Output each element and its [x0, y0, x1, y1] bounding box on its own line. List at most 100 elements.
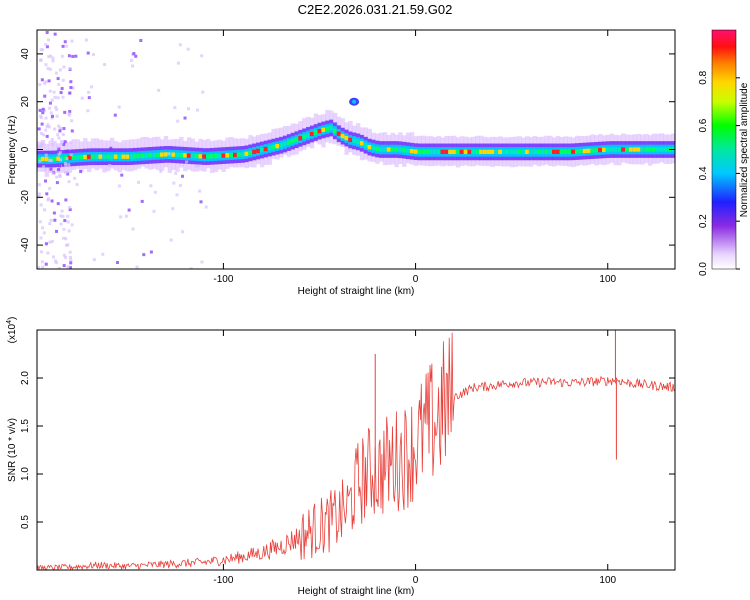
heat-ridge-cell: [632, 147, 638, 152]
heat-noise-cell: [59, 91, 63, 95]
heat-noise-cell: [37, 145, 41, 149]
heat-ridge-cell: [398, 147, 403, 152]
spectrogram-ticks: -100 0 100 -40 -20 0 20 40: [20, 30, 675, 285]
heat-noise-cell: [68, 110, 72, 114]
heat-noise-cell: [54, 259, 58, 263]
heat-ridge-cell: [179, 152, 184, 158]
heat-ridge-cell: [279, 143, 284, 148]
heat-noise-cell: [44, 43, 48, 47]
heat-ridge-cell: [448, 149, 453, 155]
heat-ridge-cell: [290, 138, 296, 144]
heat-noise-cell: [39, 203, 43, 207]
heat-ridge-cell: [183, 153, 188, 158]
heat-ridge-cell: [340, 133, 345, 139]
heat-noise-cell: [142, 253, 146, 257]
heat-noise-cell: [186, 47, 190, 51]
heat-noise-cell: [71, 86, 75, 90]
heat-noise-cell: [120, 173, 124, 177]
heat-ridge-cell: [306, 133, 311, 138]
heat-noise-cell: [64, 198, 68, 202]
heat-ridge-cell: [313, 130, 319, 135]
heat-noise-cell: [62, 253, 66, 257]
heat-core-cell: [675, 145, 679, 155]
heat-ridge-cell: [233, 152, 238, 158]
y-tick-label: 0: [20, 146, 31, 152]
heat-ridge-cell: [163, 152, 169, 157]
heat-noise-cell: [189, 267, 193, 269]
heat-noise-cell: [201, 90, 205, 94]
heat-ridge-cell: [106, 154, 111, 159]
heat-noise-cell: [90, 85, 94, 89]
heat-ridge-cell: [75, 155, 80, 160]
heat-noise-cell: [58, 151, 62, 155]
heat-noise-cell: [195, 164, 199, 168]
heat-ridge-cell: [60, 156, 65, 161]
heat-ridge-cell: [110, 154, 115, 159]
y-tick-label: 20: [20, 96, 31, 108]
heat-noise-cell: [39, 58, 43, 62]
heat-noise-cell: [149, 250, 153, 254]
heat-ridge-cell: [432, 149, 438, 155]
heat-noise-cell: [139, 39, 143, 43]
heat-ridge-cell: [455, 149, 461, 155]
heat-noise-cell: [57, 266, 61, 269]
heat-noise-cell: [47, 79, 51, 83]
heat-blob-core: [352, 99, 357, 104]
heat-noise-cell: [57, 136, 61, 140]
heat-ridge-cell: [294, 137, 299, 142]
heat-noise-cell: [68, 250, 72, 254]
y-tick-label: 1.5: [20, 419, 31, 433]
y-tick-label: 2.0: [20, 371, 31, 385]
heat-ridge-cell: [209, 154, 215, 159]
heat-ridge-cell: [421, 149, 426, 155]
heat-ridge-cell: [236, 152, 242, 157]
colorbar-tick-label: 0.8: [698, 70, 709, 84]
heat-ridge-cell: [563, 149, 568, 155]
heat-ridge-cell: [590, 148, 595, 153]
heat-ridge-cell: [86, 154, 92, 159]
heat-ridge-cell: [83, 154, 88, 160]
heat-noise-cell: [49, 167, 53, 171]
heat-ridge-cell: [336, 131, 342, 136]
heat-noise-cell: [63, 110, 67, 114]
heat-noise-cell: [66, 172, 70, 176]
heat-noise-cell: [51, 171, 55, 175]
heat-noise-cell: [127, 208, 131, 212]
heat-ridge-cell: [394, 147, 399, 152]
heat-noise-cell: [66, 243, 70, 247]
heat-noise-cell: [40, 226, 44, 230]
heat-noise-cell: [48, 67, 52, 71]
heat-noise-cell: [43, 94, 47, 98]
heat-ridge-cell: [478, 149, 484, 155]
heat-noise-cell: [48, 158, 52, 162]
colorbar-label: Normalized spectral amplitude: [739, 82, 750, 217]
heat-noise-cell: [57, 147, 61, 151]
heat-ridge-cell: [156, 152, 161, 158]
colorbar-tick-label: 0.0: [698, 262, 709, 276]
heat-noise-cell: [53, 218, 57, 222]
heat-noise-cell: [40, 260, 44, 264]
heat-ridge-cell: [648, 147, 653, 152]
heat-ridge-cell: [171, 152, 176, 157]
heat-noise-cell: [57, 152, 61, 156]
heat-noise-cell: [176, 61, 180, 65]
heat-ridge-cell: [225, 153, 230, 158]
heat-noise-cell: [56, 96, 60, 100]
heat-noise-cell: [70, 129, 74, 133]
heat-ridge-cell: [117, 154, 123, 159]
heat-ridge-cell: [405, 148, 411, 153]
colorbar-tick-label: 0.6: [698, 118, 709, 132]
heat-noise-cell: [91, 53, 95, 57]
snr-ticks: -100 0 100 0.5 1.0 1.5 2.0: [20, 330, 675, 586]
heat-noise-cell: [117, 184, 121, 188]
heat-noise-cell: [62, 127, 66, 131]
heat-ridge-cell: [536, 149, 541, 155]
heat-noise-cell: [185, 160, 189, 164]
heat-noise-cell: [169, 238, 173, 242]
heat-noise-cell: [175, 193, 179, 197]
heat-noise-cell: [40, 144, 44, 148]
heat-noise-cell: [57, 82, 61, 86]
heat-noise-cell: [69, 258, 73, 262]
heat-ridge-cell: [144, 153, 149, 158]
heat-ridge-cell: [382, 147, 388, 152]
